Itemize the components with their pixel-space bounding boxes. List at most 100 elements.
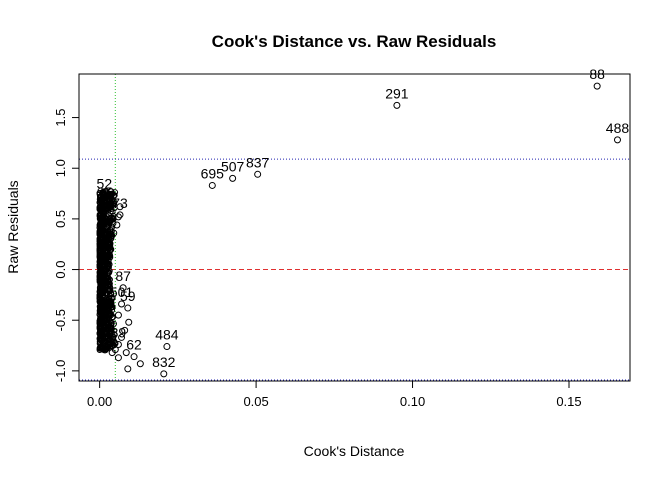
point <box>114 213 122 221</box>
cluster-point <box>97 220 104 227</box>
point <box>136 360 144 368</box>
cluster-point <box>100 215 107 222</box>
point-label-501: 501 <box>110 284 134 300</box>
cluster-point <box>100 203 108 210</box>
point-label-507: 507 <box>221 158 245 174</box>
cluster-point <box>96 204 103 211</box>
point <box>105 340 113 348</box>
y-tick-label: -0.5 <box>53 309 68 331</box>
point-488 <box>613 136 621 144</box>
point-52 <box>100 192 108 200</box>
point <box>124 365 132 373</box>
cluster-point <box>97 275 105 282</box>
point-484 <box>163 343 171 351</box>
point <box>110 229 118 237</box>
point-label-62: 62 <box>126 337 142 353</box>
point <box>113 221 121 229</box>
point-832 <box>160 370 168 378</box>
cluster-point <box>107 286 114 294</box>
x-axis: 0.00 0.05 0.10 0.15 <box>87 380 582 409</box>
y-tick-label: 0.5 <box>53 210 68 228</box>
y-axis-title: Raw Residuals <box>5 180 21 273</box>
cluster-point <box>107 190 114 198</box>
cluster-point <box>97 228 104 235</box>
point-label-488: 488 <box>606 120 630 136</box>
cluster-point <box>98 344 106 351</box>
point <box>114 311 122 319</box>
point-59 <box>124 304 132 312</box>
point-695 <box>208 181 216 189</box>
cluster-point <box>103 252 110 260</box>
cluster-point <box>104 299 112 306</box>
cluster-point <box>98 329 106 336</box>
cluster-point <box>110 320 117 327</box>
point <box>118 333 126 341</box>
cluster-point <box>101 195 108 202</box>
cluster-point <box>96 231 103 238</box>
cluster-point <box>96 338 103 345</box>
cluster-point <box>108 205 115 213</box>
point <box>121 326 129 334</box>
x-tick-label: 0.10 <box>400 394 425 409</box>
point <box>114 354 122 362</box>
cluster-point <box>96 236 103 243</box>
cluster-point <box>98 316 105 323</box>
cluster-point <box>98 278 105 285</box>
cluster-point <box>108 192 115 199</box>
point-label-837: 837 <box>246 154 270 170</box>
point-label-39: 39 <box>111 325 127 341</box>
cluster-point <box>101 335 108 342</box>
cluster-point <box>108 329 115 336</box>
x-tick-label: 0.15 <box>556 394 581 409</box>
point-label-73: 73 <box>112 195 128 211</box>
cluster-point <box>99 253 106 260</box>
y-axis: -1.0 -0.5 0.0 0.5 1.0 1.5 <box>53 109 80 382</box>
cluster-point <box>102 257 109 264</box>
chart-title: Cook's Distance vs. Raw Residuals <box>212 32 497 51</box>
cluster-point <box>96 288 103 295</box>
point-837 <box>254 170 262 178</box>
cluster-point <box>96 317 104 324</box>
x-axis-title: Cook's Distance <box>304 443 405 459</box>
x-tick-label: 0.05 <box>243 394 268 409</box>
cluster-point <box>108 302 115 309</box>
y-tick-label: 0.0 <box>53 261 68 279</box>
cluster-point <box>105 269 112 276</box>
cluster-point <box>98 271 105 278</box>
cluster-point <box>99 311 106 318</box>
data-points <box>100 82 621 378</box>
point-label-52: 52 <box>97 176 113 192</box>
cluster-point <box>97 298 104 305</box>
point <box>122 349 130 357</box>
y-tick-label: 1.5 <box>53 109 68 127</box>
point-label-695: 695 <box>201 165 225 181</box>
point-501 <box>118 300 126 308</box>
point-39 <box>114 341 122 349</box>
point-507 <box>229 174 237 182</box>
point-label-832: 832 <box>152 354 176 370</box>
x-tick-label: 0.00 <box>87 394 112 409</box>
point <box>116 203 124 211</box>
point <box>108 294 116 302</box>
point-88 <box>593 82 601 90</box>
cluster-point <box>110 198 117 205</box>
cluster-point <box>100 212 107 220</box>
cluster-point <box>105 285 112 292</box>
point <box>125 318 133 326</box>
point-73 <box>116 211 124 219</box>
cluster-point <box>105 275 112 283</box>
cluster-point <box>104 301 111 308</box>
cluster-point <box>104 239 112 246</box>
y-tick-label: -1.0 <box>53 360 68 382</box>
point-label-484: 484 <box>155 327 179 343</box>
cluster-point <box>96 240 104 247</box>
point-291 <box>393 101 401 109</box>
cluster-point <box>97 305 104 313</box>
point-62 <box>130 353 138 361</box>
y-tick-label: 1.0 <box>53 159 68 177</box>
point-label-59: 59 <box>120 288 136 304</box>
cluster-point <box>99 209 106 216</box>
point-87 <box>119 284 127 292</box>
